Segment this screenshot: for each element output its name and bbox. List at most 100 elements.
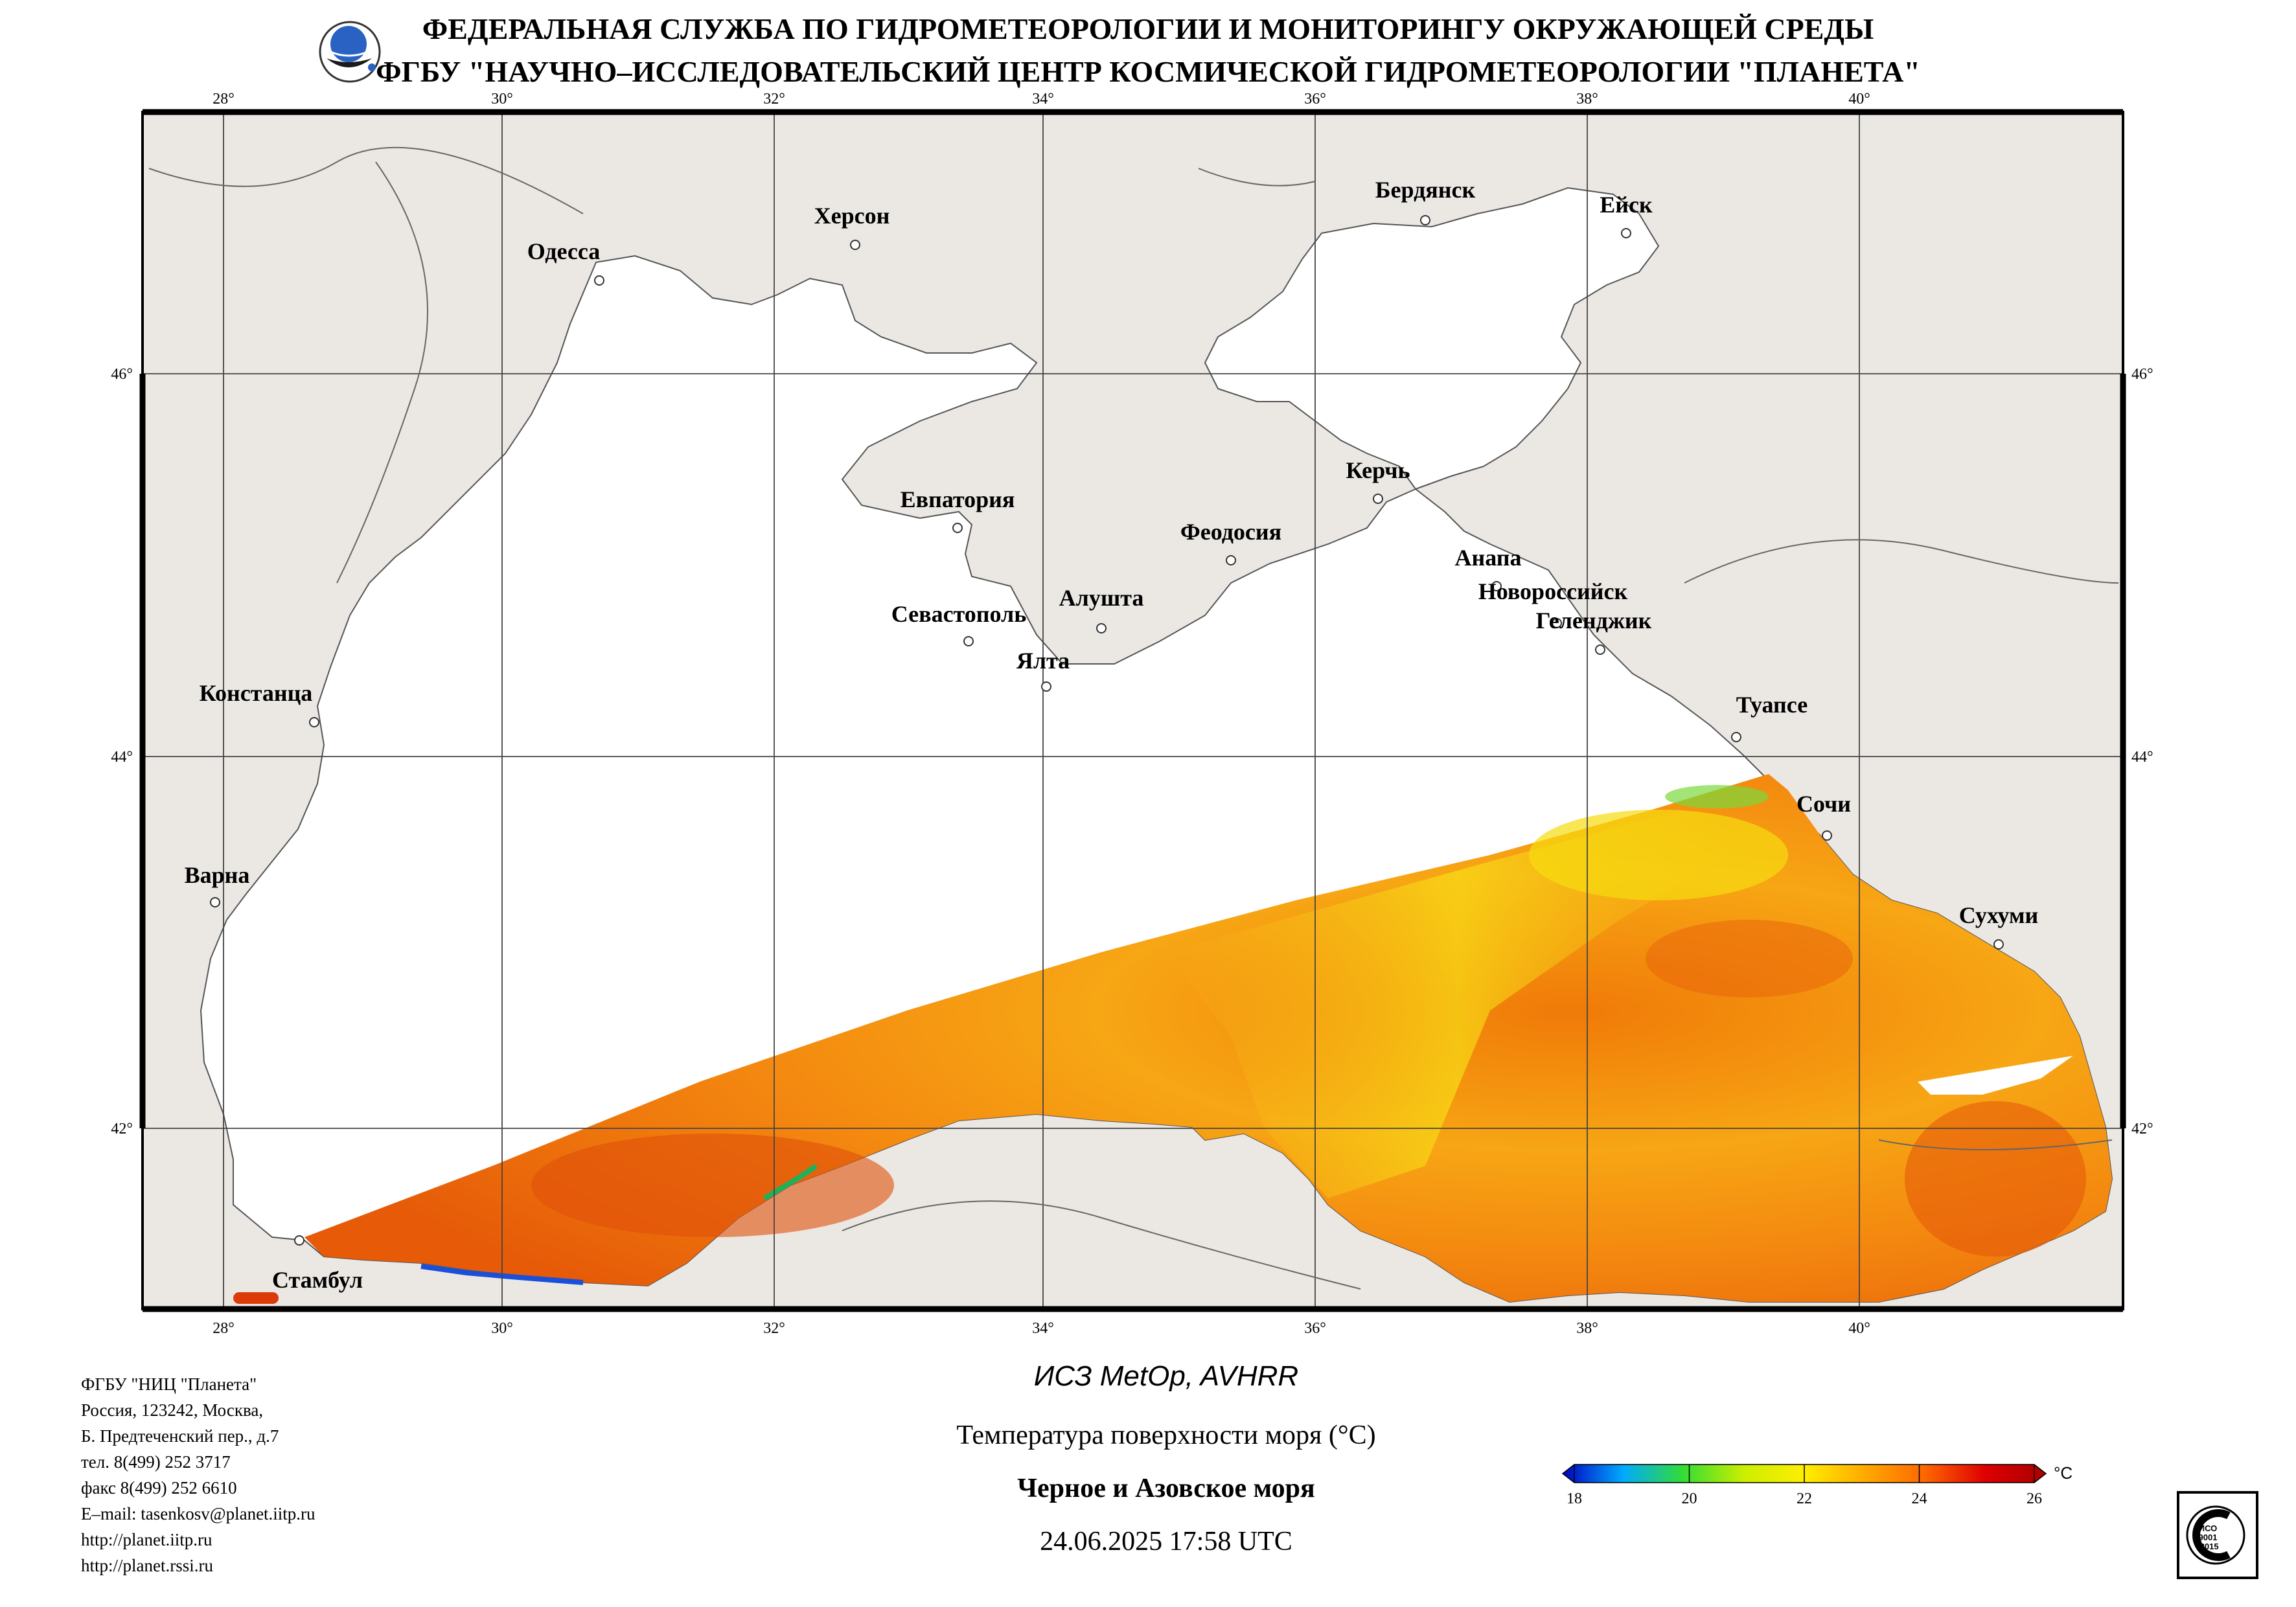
city-label: Одесса [527,238,601,264]
longitude-label: 34° [1032,1320,1054,1337]
contact-line: факс 8(499) 252 6610 [81,1478,237,1498]
city-label: Алушта [1059,585,1144,611]
longitude-label: 30° [491,1320,513,1337]
parameter-label: Температура поверхности моря (°C) [956,1420,1376,1450]
longitude-label: 34° [1032,91,1054,108]
longitude-label: 40° [1848,1320,1870,1337]
contact-line: тел. 8(499) 252 3717 [81,1452,231,1472]
city-labels: Одесса Херсон Бердянск Ейск Евпатория Керчь Фе… [185,177,2039,1293]
city-label: Анапа [1454,545,1521,571]
header-line-2: ФГБУ "НАУЧНО–ИССЛЕДОВАТЕЛЬСКИЙ ЦЕНТР КОС… [376,55,1920,88]
contact-line: E–mail: tasenkosv@planet.iitp.ru [81,1504,316,1523]
svg-text:-2015: -2015 [2197,1542,2218,1551]
city-marker [594,275,604,286]
longitude-label: 28° [212,91,235,108]
sst-yellow-band [1166,810,1749,1198]
iso-certificate-icon: ИСО 9001 -2015 [2177,1491,2258,1579]
city-marker [850,240,860,250]
city-label: Севастополь [891,601,1027,627]
latitude-labels-left: 46° 44° 42° [111,366,133,1137]
latitude-label: 46° [2131,366,2153,383]
colorbar-tick-label: 24 [1912,1490,1927,1506]
sst-cold-coast [420,1264,584,1285]
sst-cold-coast-2 [763,1163,818,1201]
longitude-label: 32° [763,1320,785,1337]
city-label: Сочи [1797,791,1851,817]
city-label: Феодосия [1180,519,1281,545]
city-label: Керчь [1346,457,1410,483]
longitude-label: 28° [212,1320,235,1337]
latitude-labels-right: 46° 44° 42° [2131,366,2153,1137]
city-marker [1731,732,1741,742]
graticule [143,112,2123,1309]
longitude-labels-bottom: 28° 30° 32° 34° 36° 38° 40° [212,1320,1870,1337]
header-line-1: ФЕДЕРАЛЬНАЯ СЛУЖБА ПО ГИДРОМЕТЕОРОЛОГИИ … [422,12,1874,45]
longitude-label: 38° [1576,91,1598,108]
city-label: Херсон [814,203,890,229]
sst-red-patch [531,1134,894,1237]
latitude-label: 42° [2131,1121,2153,1137]
city-marker [1420,215,1430,225]
longitude-label: 30° [491,91,513,108]
longitude-labels-top: 28° 30° 32° 34° 36° 38° 40° [212,91,1870,108]
sst-red-patch-east [1905,1101,2086,1257]
datetime-label: 24.06.2025 17:58 UTC [1040,1527,1292,1556]
colorbar-tick-label: 18 [1567,1490,1582,1506]
svg-text:ИСО: ИСО [2199,1523,2218,1533]
city-marker [1993,939,2004,950]
sst-small-patch [233,1292,279,1304]
contact-line: http://planet.rssi.ru [81,1556,213,1575]
borders [148,146,2119,1290]
city-marker [1041,681,1051,692]
longitude-label: 38° [1576,1320,1598,1337]
sst-red-patch-center [1646,920,1853,997]
city-label: Новороссийск [1478,578,1628,604]
city-marker [1373,494,1383,504]
satellite-label: ИСЗ MetOp, AVHRR [1033,1360,1299,1392]
city-marker [210,897,220,907]
colorbar-ticks: 18 20 22 24 26 [1567,1465,2042,1506]
city-marker [1491,581,1502,591]
contact-line: http://planet.iitp.ru [81,1530,212,1549]
city-marker [963,636,974,646]
city-label: Евпатория [901,486,1015,512]
latitude-label: 42° [111,1121,133,1137]
planeta-logo-icon [319,21,381,83]
latitude-label: 44° [2131,749,2153,766]
contact-line: Б. Предтеченский пер., д.7 [81,1426,279,1446]
city-label: Геленджик [1536,608,1652,633]
sst-yellow-patch [1529,810,1788,900]
city-marker [1226,555,1236,565]
colorbar: 18 20 22 24 26 °C [1561,1463,2072,1506]
city-marker [1096,623,1107,633]
city-label: Стамбул [272,1267,363,1293]
contact-line: ФГБУ "НИЦ "Планета" [81,1374,257,1394]
cloud-gap [1918,1056,2073,1095]
colorbar-tick-label: 20 [1682,1490,1697,1506]
city-marker [309,717,319,727]
frame-ticks [139,109,2126,1312]
colorbar-tick-label: 26 [2026,1490,2042,1506]
city-label: Бердянск [1375,177,1476,203]
latitude-label: 44° [111,749,133,766]
city-marker [1552,618,1562,628]
city-label: Туапсе [1736,692,1808,718]
azov-sea [1204,187,1660,490]
city-label: Ялта [1016,648,1070,674]
city-marker [1822,830,1832,841]
colorbar-unit: °C [2054,1463,2072,1483]
city-label: Сухуми [1959,902,2039,928]
city-marker [294,1235,304,1246]
svg-text:9001: 9001 [2199,1533,2218,1542]
city-label: Варна [185,862,250,888]
longitude-label: 32° [763,91,785,108]
city-label: Ейск [1600,192,1653,218]
longitude-label: 40° [1848,91,1870,108]
city-marker [1595,644,1605,655]
city-marker [952,523,963,533]
sst-green-edge [1665,785,1769,808]
city-marker [1621,228,1631,238]
contact-line: Россия, 123242, Москва, [81,1400,264,1420]
city-label: Констанца [200,680,313,706]
